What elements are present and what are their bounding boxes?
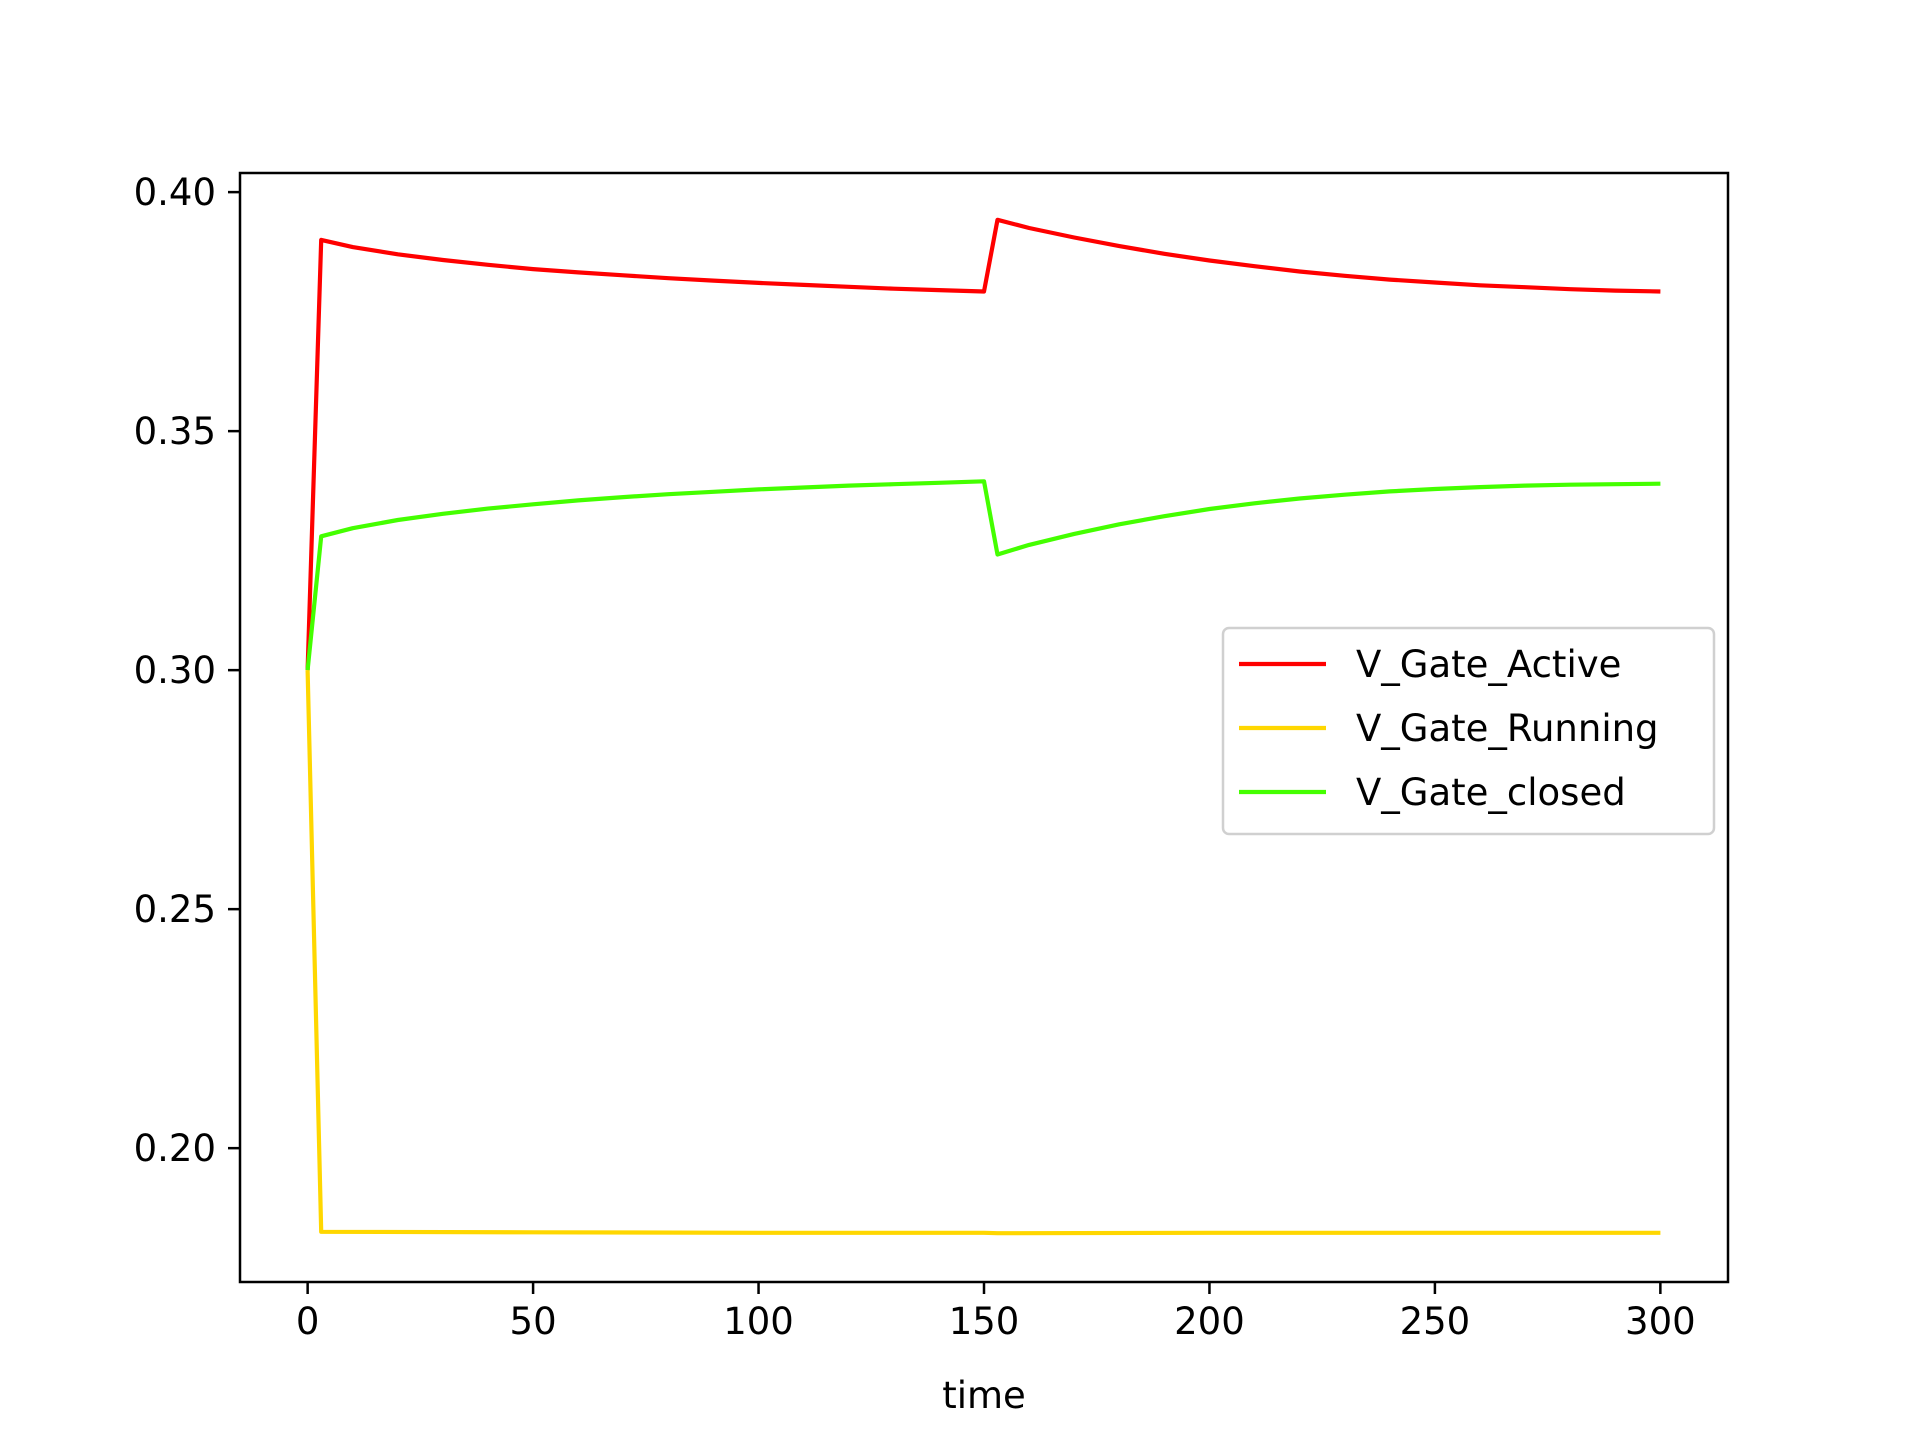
x-axis-label: time <box>942 1374 1026 1417</box>
legend-label-3: V_Gate_closed <box>1356 771 1626 814</box>
y-tick-label: 0.25 <box>134 888 216 931</box>
series-line-3 <box>305 479 1661 671</box>
x-tick-label: 150 <box>949 1300 1020 1343</box>
x-tick-label: 200 <box>1174 1300 1245 1343</box>
series-line-1 <box>305 217 1661 671</box>
y-tick-label: 0.30 <box>134 649 216 692</box>
x-tick-label: 0 <box>296 1300 320 1343</box>
y-tick-label: 0.20 <box>134 1127 216 1170</box>
y-tick-label: 0.35 <box>134 410 216 453</box>
y-axis: 0.20 0.25 0.30 0.35 0.40 <box>134 171 240 1170</box>
x-tick-label: 250 <box>1400 1300 1471 1343</box>
legend: V_Gate_Active V_Gate_Running V_Gate_closed <box>1221 626 1716 836</box>
legend-box <box>1221 626 1716 836</box>
series-layer <box>305 217 1661 1236</box>
x-tick-label: 100 <box>723 1300 794 1343</box>
y-tick-label: 0.40 <box>134 171 216 214</box>
legend-label-1: V_Gate_Active <box>1356 643 1621 686</box>
series-line-2 <box>305 670 1661 1236</box>
x-tick-label: 50 <box>510 1300 557 1343</box>
x-axis: 0 50 100 150 200 250 300 <box>296 1282 1696 1343</box>
legend-label-2: V_Gate_Running <box>1356 707 1659 750</box>
x-tick-label: 300 <box>1625 1300 1696 1343</box>
